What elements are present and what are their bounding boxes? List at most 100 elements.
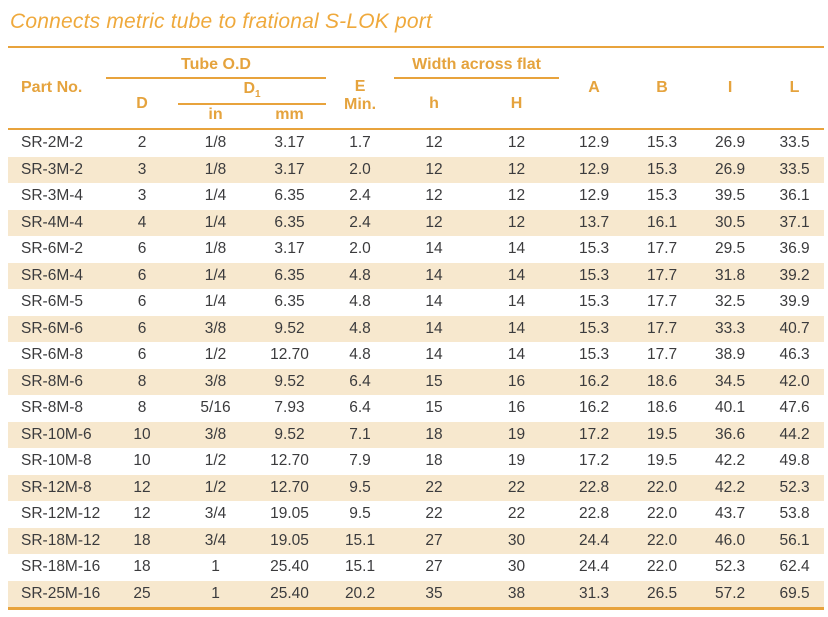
value-cell: 15.3 [646,134,678,152]
col-header-tube-od: Tube O.D [106,47,327,79]
table-row: SR-10M-6 10 3/8 9.52 7.1 18 19 17.2 19.5 36.6 44.2 [8,421,825,448]
value-cell: 39.2 [779,266,810,284]
value-cell: 22.0 [646,531,678,549]
value-cell: 36.1 [779,187,810,205]
value-cell: 7.93 [274,399,305,417]
value-cell: 33.5 [779,134,810,152]
value-cell: 15.3 [646,187,678,205]
value-cell: 12 [507,160,526,178]
value-cell: 17.7 [646,266,678,284]
value-cell: 15.3 [578,346,610,364]
value-cell: 18 [425,452,443,470]
value-cell: 12 [133,505,151,523]
table-row: SR-6M-4 6 1/4 6.35 4.8 14 14 15.3 17.7 31.8 39.2 [8,262,825,289]
value-cell: 18.6 [646,399,678,417]
col-header-part-no: Part No. [8,47,106,130]
value-cell: 2.4 [349,213,371,231]
value-cell: 6.4 [349,372,371,390]
value-cell: 18 [133,531,151,549]
value-cell: 4.8 [349,266,371,284]
value-cell: 6 [137,266,147,284]
value-cell: 19.5 [646,425,678,443]
value-cell: 7.9 [349,452,371,470]
value-cell: 15 [425,372,443,390]
value-cell: 22.8 [578,478,610,496]
value-cell: 2.4 [349,187,371,205]
value-cell: 35 [425,584,443,602]
value-cell: 2 [137,134,147,152]
value-cell: 15.1 [344,558,376,576]
value-cell: 14 [507,293,526,311]
value-cell: 17.7 [646,319,678,337]
value-cell: 3.17 [274,160,305,178]
table-row: SR-18M-12 18 3/4 19.05 15.1 27 30 24.4 22.0 46.0 5… [8,527,825,554]
value-cell: 26.9 [714,160,746,178]
value-cell: 12.9 [578,134,610,152]
table-row: SR-18M-16 18 1 25.40 15.1 27 30 24.4 22.0 52.3 62.… [8,554,824,581]
value-cell: 12 [425,134,443,152]
value-cell: 15.3 [646,160,678,178]
part-no-cell: SR-18M-16 [21,558,101,576]
value-cell: 14 [425,319,443,337]
col-header-l: L [765,47,825,130]
table-row: SR-2M-2 2 1/8 3.17 1.7 12 12 12.9 15.3 26.9 33.5 [8,129,824,157]
value-cell: 14 [507,319,526,337]
part-no-cell: SR-6M-2 [21,240,84,258]
value-cell: 17.2 [578,452,610,470]
value-cell: 34.5 [714,372,746,390]
value-cell: 36.9 [779,240,810,258]
value-cell: 15 [425,399,443,417]
value-cell: 2.0 [349,160,371,178]
value-cell: 26.5 [646,584,678,602]
value-cell: 12 [425,160,443,178]
table-row: SR-3M-4 3 1/4 6.35 2.4 12 12 12.9 15.3 39.5 36.1 [8,183,824,210]
table-row: SR-12M-12 12 3/4 19.05 9.5 22 22 22.8 22.0 43.7 53… [8,501,824,528]
value-cell: 43.7 [714,505,746,523]
part-no-cell: SR-4M-4 [21,213,84,231]
value-cell: 22.8 [578,505,610,523]
value-cell: 36.6 [714,425,746,443]
value-cell: 19 [507,452,526,470]
value-cell: 17.2 [578,425,610,443]
value-cell: 9.52 [274,425,305,443]
value-cell: 4 [137,213,147,231]
value-cell: 22 [425,505,443,523]
spec-table: Part No. Tube O.D E Min. Width across fl… [8,46,825,610]
page-title: Connects metric tube to frational S-LOK … [10,10,432,33]
value-cell: 18 [425,425,443,443]
value-cell: 8 [137,399,147,417]
value-cell: 8 [137,372,147,390]
value-cell: 1/4 [204,187,227,205]
value-cell: 16 [507,399,526,417]
value-cell: 1/8 [204,160,227,178]
value-cell: 1 [211,584,220,602]
value-cell: 19 [507,425,526,443]
value-cell: 52.3 [779,478,810,496]
value-cell: 22.0 [646,505,678,523]
value-cell: 14 [425,240,443,258]
value-cell: 24.4 [578,531,610,549]
value-cell: 42.0 [779,372,810,390]
col-header-width-across-flat: Width across flat [394,47,560,79]
value-cell: 38.9 [714,346,746,364]
value-cell: 1/2 [204,452,227,470]
value-cell: 12 [507,134,526,152]
value-cell: 9.52 [274,372,305,390]
value-cell: 44.2 [779,425,810,443]
value-cell: 1.7 [349,134,371,152]
table-row: SR-8M-8 8 5/16 7.93 6.4 15 16 16.2 18.6 40.1 47.6 [8,395,824,422]
part-no-cell: SR-6M-8 [21,346,84,364]
table-row: SR-4M-4 4 1/4 6.35 2.4 12 12 13.7 16.1 30.5 37.1 [8,209,825,236]
value-cell: 42.2 [714,452,746,470]
value-cell: 18 [133,558,151,576]
value-cell: 1/4 [204,213,227,231]
value-cell: 30 [507,558,526,576]
value-cell: 6.35 [274,187,305,205]
value-cell: 9.5 [349,505,371,523]
value-cell: 12 [425,187,443,205]
value-cell: 25.40 [270,558,309,576]
value-cell: 17.7 [646,240,678,258]
value-cell: 12 [425,213,443,231]
table-row: SR-3M-2 3 1/8 3.17 2.0 12 12 12.9 15.3 26.9 33.5 [8,156,825,183]
